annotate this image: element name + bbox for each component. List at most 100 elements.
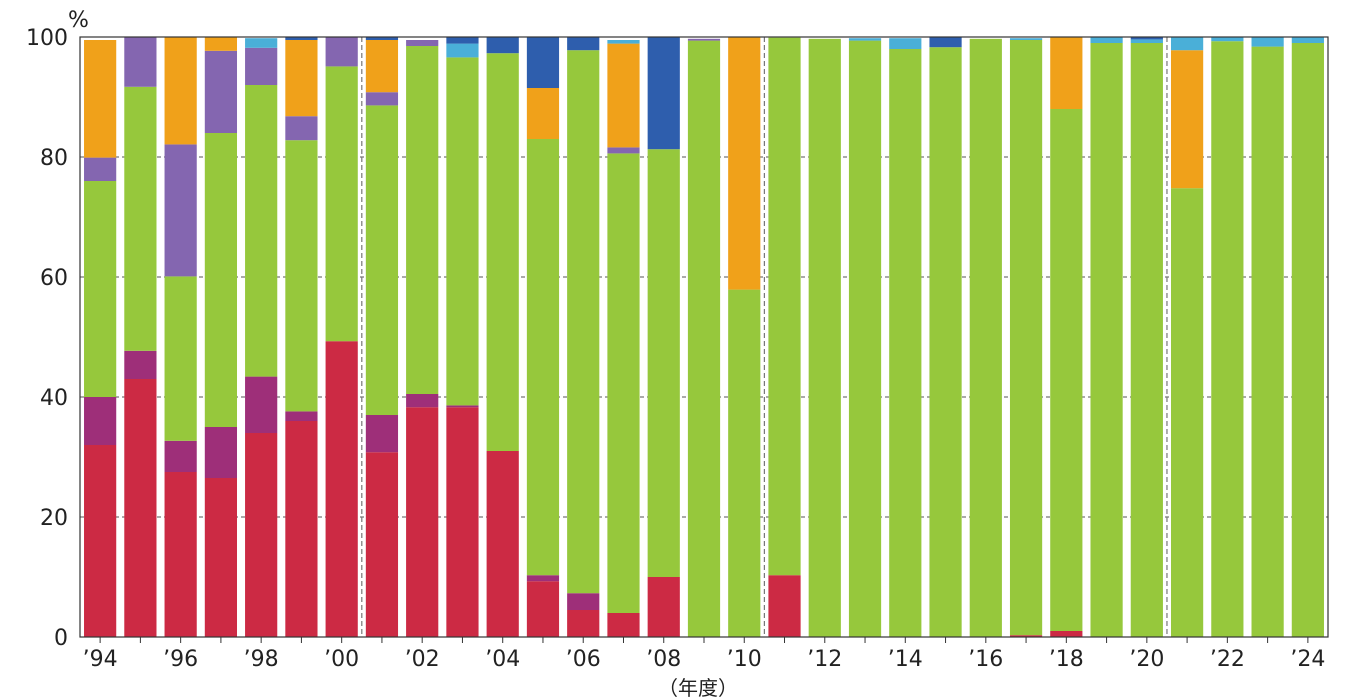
bar-segment — [526, 88, 560, 139]
x-tick-label: ’24 — [1290, 647, 1325, 672]
bar-segment — [1130, 37, 1163, 40]
bar-segment — [486, 37, 519, 54]
bar-segment — [245, 433, 278, 637]
bar-segment — [245, 47, 278, 85]
x-tick-label: ’12 — [807, 647, 842, 672]
y-axis-unit-label: % — [68, 8, 89, 33]
bar-segment — [365, 452, 399, 637]
bar-segment — [1130, 39, 1163, 43]
bar-segment — [285, 40, 318, 117]
bar-segment — [486, 53, 519, 451]
bar-segment — [1251, 46, 1284, 638]
bar-segment — [204, 427, 238, 478]
bar-segment — [164, 440, 197, 472]
x-tick-label: ’18 — [1049, 647, 1084, 672]
x-tick-label: ’98 — [244, 647, 279, 672]
bar-segment — [1170, 50, 1204, 189]
x-tick-label: ’96 — [163, 647, 198, 672]
bar-segment — [567, 37, 600, 51]
bar-segment — [1090, 43, 1123, 637]
bar-segment — [124, 86, 157, 351]
bar-segment — [1009, 38, 1043, 40]
bar-segment — [245, 85, 278, 377]
bar-segment — [728, 37, 761, 290]
x-tick-label: ’00 — [324, 647, 359, 672]
bar-segment — [406, 46, 439, 394]
x-tick-label: ’22 — [1210, 647, 1245, 672]
divider-layer — [361, 37, 1168, 637]
x-tick-label: ’08 — [646, 647, 681, 672]
x-tick-label: ’10 — [727, 647, 762, 672]
bar-segment — [84, 397, 117, 445]
x-tick-label: ’02 — [405, 647, 440, 672]
bar-segment — [768, 575, 801, 637]
bar-segment — [1130, 43, 1163, 637]
bar-layer — [84, 37, 1324, 638]
bar-segment — [325, 37, 358, 67]
bar-segment — [245, 38, 278, 48]
bar-segment — [526, 37, 560, 88]
bar-segment — [929, 37, 962, 48]
bar-segment — [204, 133, 238, 427]
bar-segment — [285, 140, 318, 412]
x-tick-label: ’20 — [1129, 647, 1164, 672]
y-tick-label: 0 — [54, 626, 68, 651]
y-tick-label: 80 — [40, 146, 68, 171]
y-tick-label: 60 — [40, 266, 68, 291]
y-axis-ticks: 0 20 40 60 80 100 — [26, 26, 68, 651]
bar-segment — [164, 472, 197, 637]
bar-segment — [848, 38, 882, 41]
x-tick-label: ’06 — [566, 647, 601, 672]
bar-segment — [1090, 37, 1123, 43]
bar-segment — [406, 394, 439, 408]
bar-segment — [285, 421, 318, 637]
bar-segment — [969, 38, 1002, 638]
bar-segment — [607, 40, 640, 44]
bar-segment — [285, 116, 318, 141]
bar-segment — [1291, 43, 1324, 637]
bar-segment — [1211, 37, 1244, 42]
bar-segment — [164, 37, 197, 145]
bar-segment — [164, 276, 197, 441]
bar-segment — [1211, 41, 1244, 637]
bar-segment — [526, 581, 560, 637]
x-tick-label: ’16 — [968, 647, 1003, 672]
bar-segment — [84, 157, 117, 181]
bar-segment — [164, 144, 197, 277]
bar-segment — [1009, 40, 1043, 636]
x-tick-label: ’04 — [485, 647, 520, 672]
bar-segment — [285, 37, 318, 40]
bar-segment — [446, 405, 479, 408]
bar-segment — [607, 43, 640, 148]
bar-segment — [526, 139, 560, 576]
bar-segment — [687, 40, 721, 638]
bar-segment — [1050, 37, 1083, 109]
bar-segment — [808, 38, 841, 638]
y-tick-label: 100 — [26, 26, 68, 51]
bar-segment — [1009, 635, 1043, 637]
bar-segment — [1050, 631, 1083, 637]
bar-segment — [325, 66, 358, 342]
bar-segment — [567, 50, 600, 594]
bar-segment — [204, 37, 238, 51]
bar-segment — [929, 47, 962, 637]
x-axis-label: （年度） — [658, 676, 738, 700]
bar-segment — [848, 40, 882, 638]
bar-segment — [204, 478, 238, 637]
bar-segment — [1170, 188, 1204, 637]
bar-segment — [687, 38, 721, 41]
bar-segment — [84, 40, 117, 158]
bar-segment — [365, 92, 399, 106]
x-tick-label: ’14 — [888, 647, 923, 672]
bar-segment — [1291, 37, 1324, 43]
x-tick-label: ’94 — [83, 647, 118, 672]
bar-segment — [446, 43, 479, 58]
bar-segment — [889, 38, 922, 49]
bar-segment — [124, 350, 157, 379]
bar-segment — [1251, 37, 1284, 47]
bar-segment — [365, 37, 399, 40]
bar-segment — [607, 147, 640, 154]
bar-segment — [446, 37, 479, 44]
bar-segment — [526, 575, 560, 582]
